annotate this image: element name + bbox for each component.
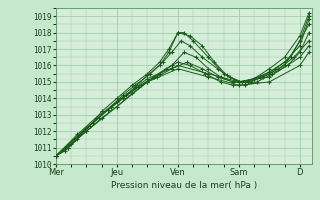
X-axis label: Pression niveau de la mer( hPa ): Pression niveau de la mer( hPa ) xyxy=(111,181,257,190)
